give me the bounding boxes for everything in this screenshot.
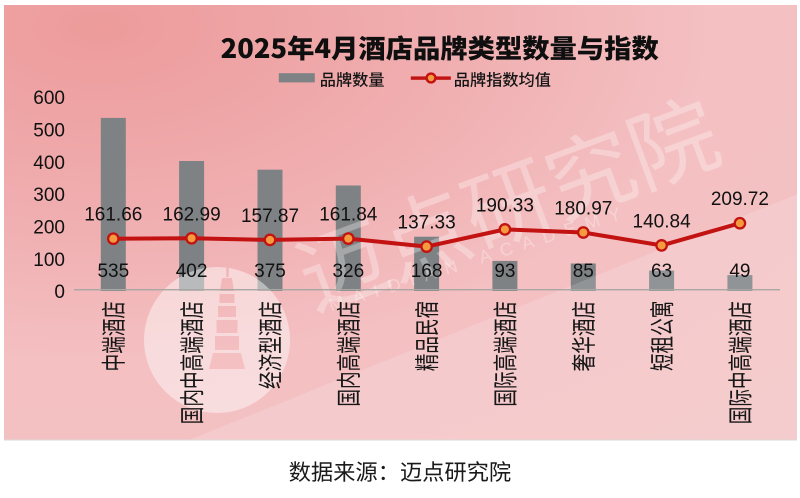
svg-text:375: 375 (254, 261, 286, 282)
svg-text:190.33: 190.33 (476, 195, 534, 216)
svg-text:600: 600 (33, 88, 65, 109)
svg-text:161.66: 161.66 (84, 205, 142, 226)
svg-text:137.33: 137.33 (398, 213, 456, 234)
svg-text:161.84: 161.84 (319, 205, 378, 226)
svg-text:535: 535 (97, 261, 129, 282)
svg-text:168: 168 (411, 261, 443, 282)
svg-text:140.84: 140.84 (633, 211, 692, 232)
svg-text:162.99: 162.99 (163, 204, 221, 225)
svg-text:180.97: 180.97 (554, 199, 612, 220)
svg-text:85: 85 (573, 261, 594, 282)
svg-text:93: 93 (494, 261, 515, 282)
svg-text:500: 500 (33, 120, 65, 141)
svg-text:0: 0 (54, 282, 65, 303)
svg-text:200: 200 (33, 218, 65, 239)
svg-text:100: 100 (33, 250, 65, 271)
svg-text:402: 402 (176, 261, 208, 282)
svg-text:400: 400 (33, 153, 65, 174)
svg-text:157.87: 157.87 (241, 206, 299, 227)
svg-text:209.72: 209.72 (711, 189, 769, 210)
svg-text:49: 49 (729, 261, 750, 282)
svg-text:300: 300 (33, 185, 65, 206)
svg-text:63: 63 (651, 261, 672, 282)
svg-text:326: 326 (332, 261, 364, 282)
